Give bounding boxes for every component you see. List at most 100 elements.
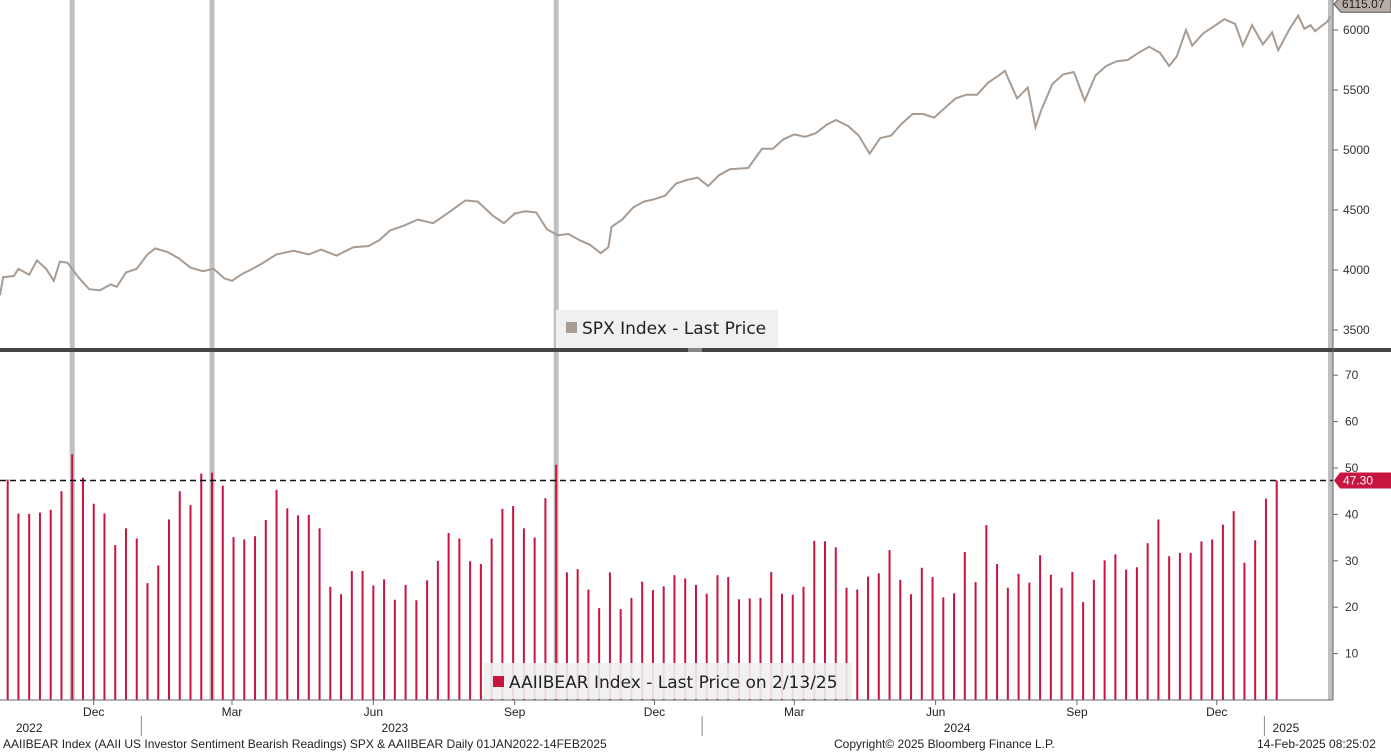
- bear-bar: [1060, 587, 1063, 700]
- bear-legend: AAIIBEAR Index - Last Price on 2/13/25: [484, 663, 852, 699]
- bear-legend-swatch: [493, 676, 504, 687]
- x-axis: Dec Mar Jun Sep Dec Mar Jun Sep Dec 2022 2023 2024 2…: [16, 700, 1300, 736]
- bear-bar: [1082, 602, 1085, 700]
- bear-bar: [404, 584, 407, 700]
- bear-last-value-tag-shape: [1334, 472, 1391, 489]
- bear-bar: [544, 498, 547, 700]
- bear-bar: [135, 538, 138, 700]
- bear-bar: [114, 545, 117, 700]
- bear-bar: [28, 513, 31, 700]
- spx-legend-box: [556, 310, 778, 348]
- bear-bar: [60, 491, 63, 700]
- bear-bar: [1168, 556, 1171, 700]
- spx-y-tick-label: 5000: [1343, 143, 1370, 157]
- x-tick-label: Dec: [83, 705, 104, 719]
- bear-y-tick-label: 10: [1345, 647, 1359, 661]
- bear-bar: [167, 519, 170, 700]
- bear-bar: [372, 585, 375, 700]
- bear-bar: [393, 599, 396, 700]
- bear-bar: [1017, 573, 1020, 700]
- bear-bar: [124, 528, 127, 700]
- footer-source: AAIIBEAR Index (AAII US Investor Sentime…: [3, 737, 607, 751]
- panel-resize-handle[interactable]: [688, 348, 702, 352]
- bear-bar: [931, 577, 934, 700]
- bear-bar: [146, 583, 149, 700]
- bear-bar: [727, 577, 730, 700]
- x-tick-label: Jun: [926, 705, 945, 719]
- bear-bar: [522, 528, 525, 700]
- bear-bar: [71, 454, 74, 700]
- bear-bar: [6, 479, 9, 700]
- bear-bar: [211, 472, 214, 700]
- spx-y-tick-label: 4000: [1343, 263, 1370, 277]
- bear-bar: [1264, 498, 1267, 700]
- spx-y-tick-label: 6000: [1343, 23, 1370, 37]
- bear-bar: [479, 564, 482, 700]
- bear-bar: [651, 590, 654, 700]
- spx-y-tick-label: 5500: [1343, 83, 1370, 97]
- bear-bar: [608, 572, 611, 700]
- bear-bar: [286, 508, 289, 700]
- bear-last-value-text: 47.30: [1343, 474, 1373, 488]
- x-tick-label: Dec: [1206, 705, 1227, 719]
- bear-bar: [1049, 574, 1052, 700]
- bear-bar: [780, 593, 783, 700]
- x-tick-label: Mar: [222, 705, 243, 719]
- bear-bar: [1006, 587, 1009, 700]
- bear-legend-label: AAIIBEAR Index - Last Price on 2/13/25: [509, 673, 838, 693]
- bear-bar: [996, 564, 999, 700]
- bear-bars: [6, 454, 1278, 700]
- spx-last-value-text: 6115.07: [1342, 0, 1385, 11]
- bear-bar: [1200, 541, 1203, 700]
- spx-legend-swatch: [566, 322, 577, 333]
- bear-bar: [49, 509, 52, 700]
- bear-bar: [436, 560, 439, 700]
- x-tick-label: Jun: [364, 705, 383, 719]
- bear-bar: [232, 537, 235, 700]
- bear-bar: [103, 513, 106, 700]
- bear-bar: [1135, 567, 1138, 700]
- bear-y-tick-label: 40: [1345, 507, 1359, 521]
- bear-bar: [641, 581, 644, 700]
- bear-bar: [469, 561, 472, 700]
- spx-y-axis: 3500 4000 4500 5000 5500 6000: [1333, 23, 1370, 337]
- bear-bar: [791, 594, 794, 700]
- spx-legend: SPX Index - Last Price: [556, 310, 778, 348]
- bear-bar: [824, 541, 827, 700]
- bear-bar: [974, 582, 977, 700]
- bear-bar: [899, 579, 902, 700]
- bear-y-tick-label: 70: [1345, 368, 1359, 382]
- x-tick-label: Sep: [504, 705, 526, 719]
- bear-bar: [1232, 511, 1235, 700]
- bear-bar: [340, 594, 343, 700]
- bear-bar: [737, 599, 740, 700]
- bear-bar: [598, 608, 601, 700]
- bear-bar: [1092, 579, 1095, 700]
- bear-bar: [38, 512, 41, 700]
- bear-bar: [748, 598, 751, 700]
- x-year-label: 2024: [944, 721, 971, 735]
- bear-bar: [1125, 569, 1128, 700]
- bear-bar: [415, 600, 418, 700]
- bear-bar: [178, 491, 181, 700]
- bear-panel: 10 20 30 40 50 60 70 47.30 AAIIBEAR Index - La…: [0, 368, 1391, 700]
- bear-bar: [963, 551, 966, 700]
- bear-bar: [694, 584, 697, 700]
- bear-bar: [243, 539, 246, 700]
- bear-bar: [383, 579, 386, 700]
- bear-bar: [1254, 540, 1257, 700]
- bear-bar: [802, 586, 805, 700]
- x-tick-label: Dec: [644, 705, 665, 719]
- bear-bar: [565, 572, 568, 700]
- bear-y-tick-label: 20: [1345, 600, 1359, 614]
- bear-bar: [307, 514, 310, 700]
- spx-panel: 3500 4000 4500 5000 5500 6000 6115.07 SPX Ind…: [0, 0, 1391, 348]
- bear-bar: [512, 506, 515, 700]
- bear-bar: [630, 597, 633, 700]
- bear-bar: [845, 587, 848, 700]
- bear-bar: [254, 536, 257, 700]
- bear-bar: [716, 575, 719, 700]
- bear-bar: [92, 503, 95, 700]
- footer-copyright: Copyright© 2025 Bloomberg Finance L.P.: [834, 737, 1055, 751]
- bear-bar: [426, 580, 429, 700]
